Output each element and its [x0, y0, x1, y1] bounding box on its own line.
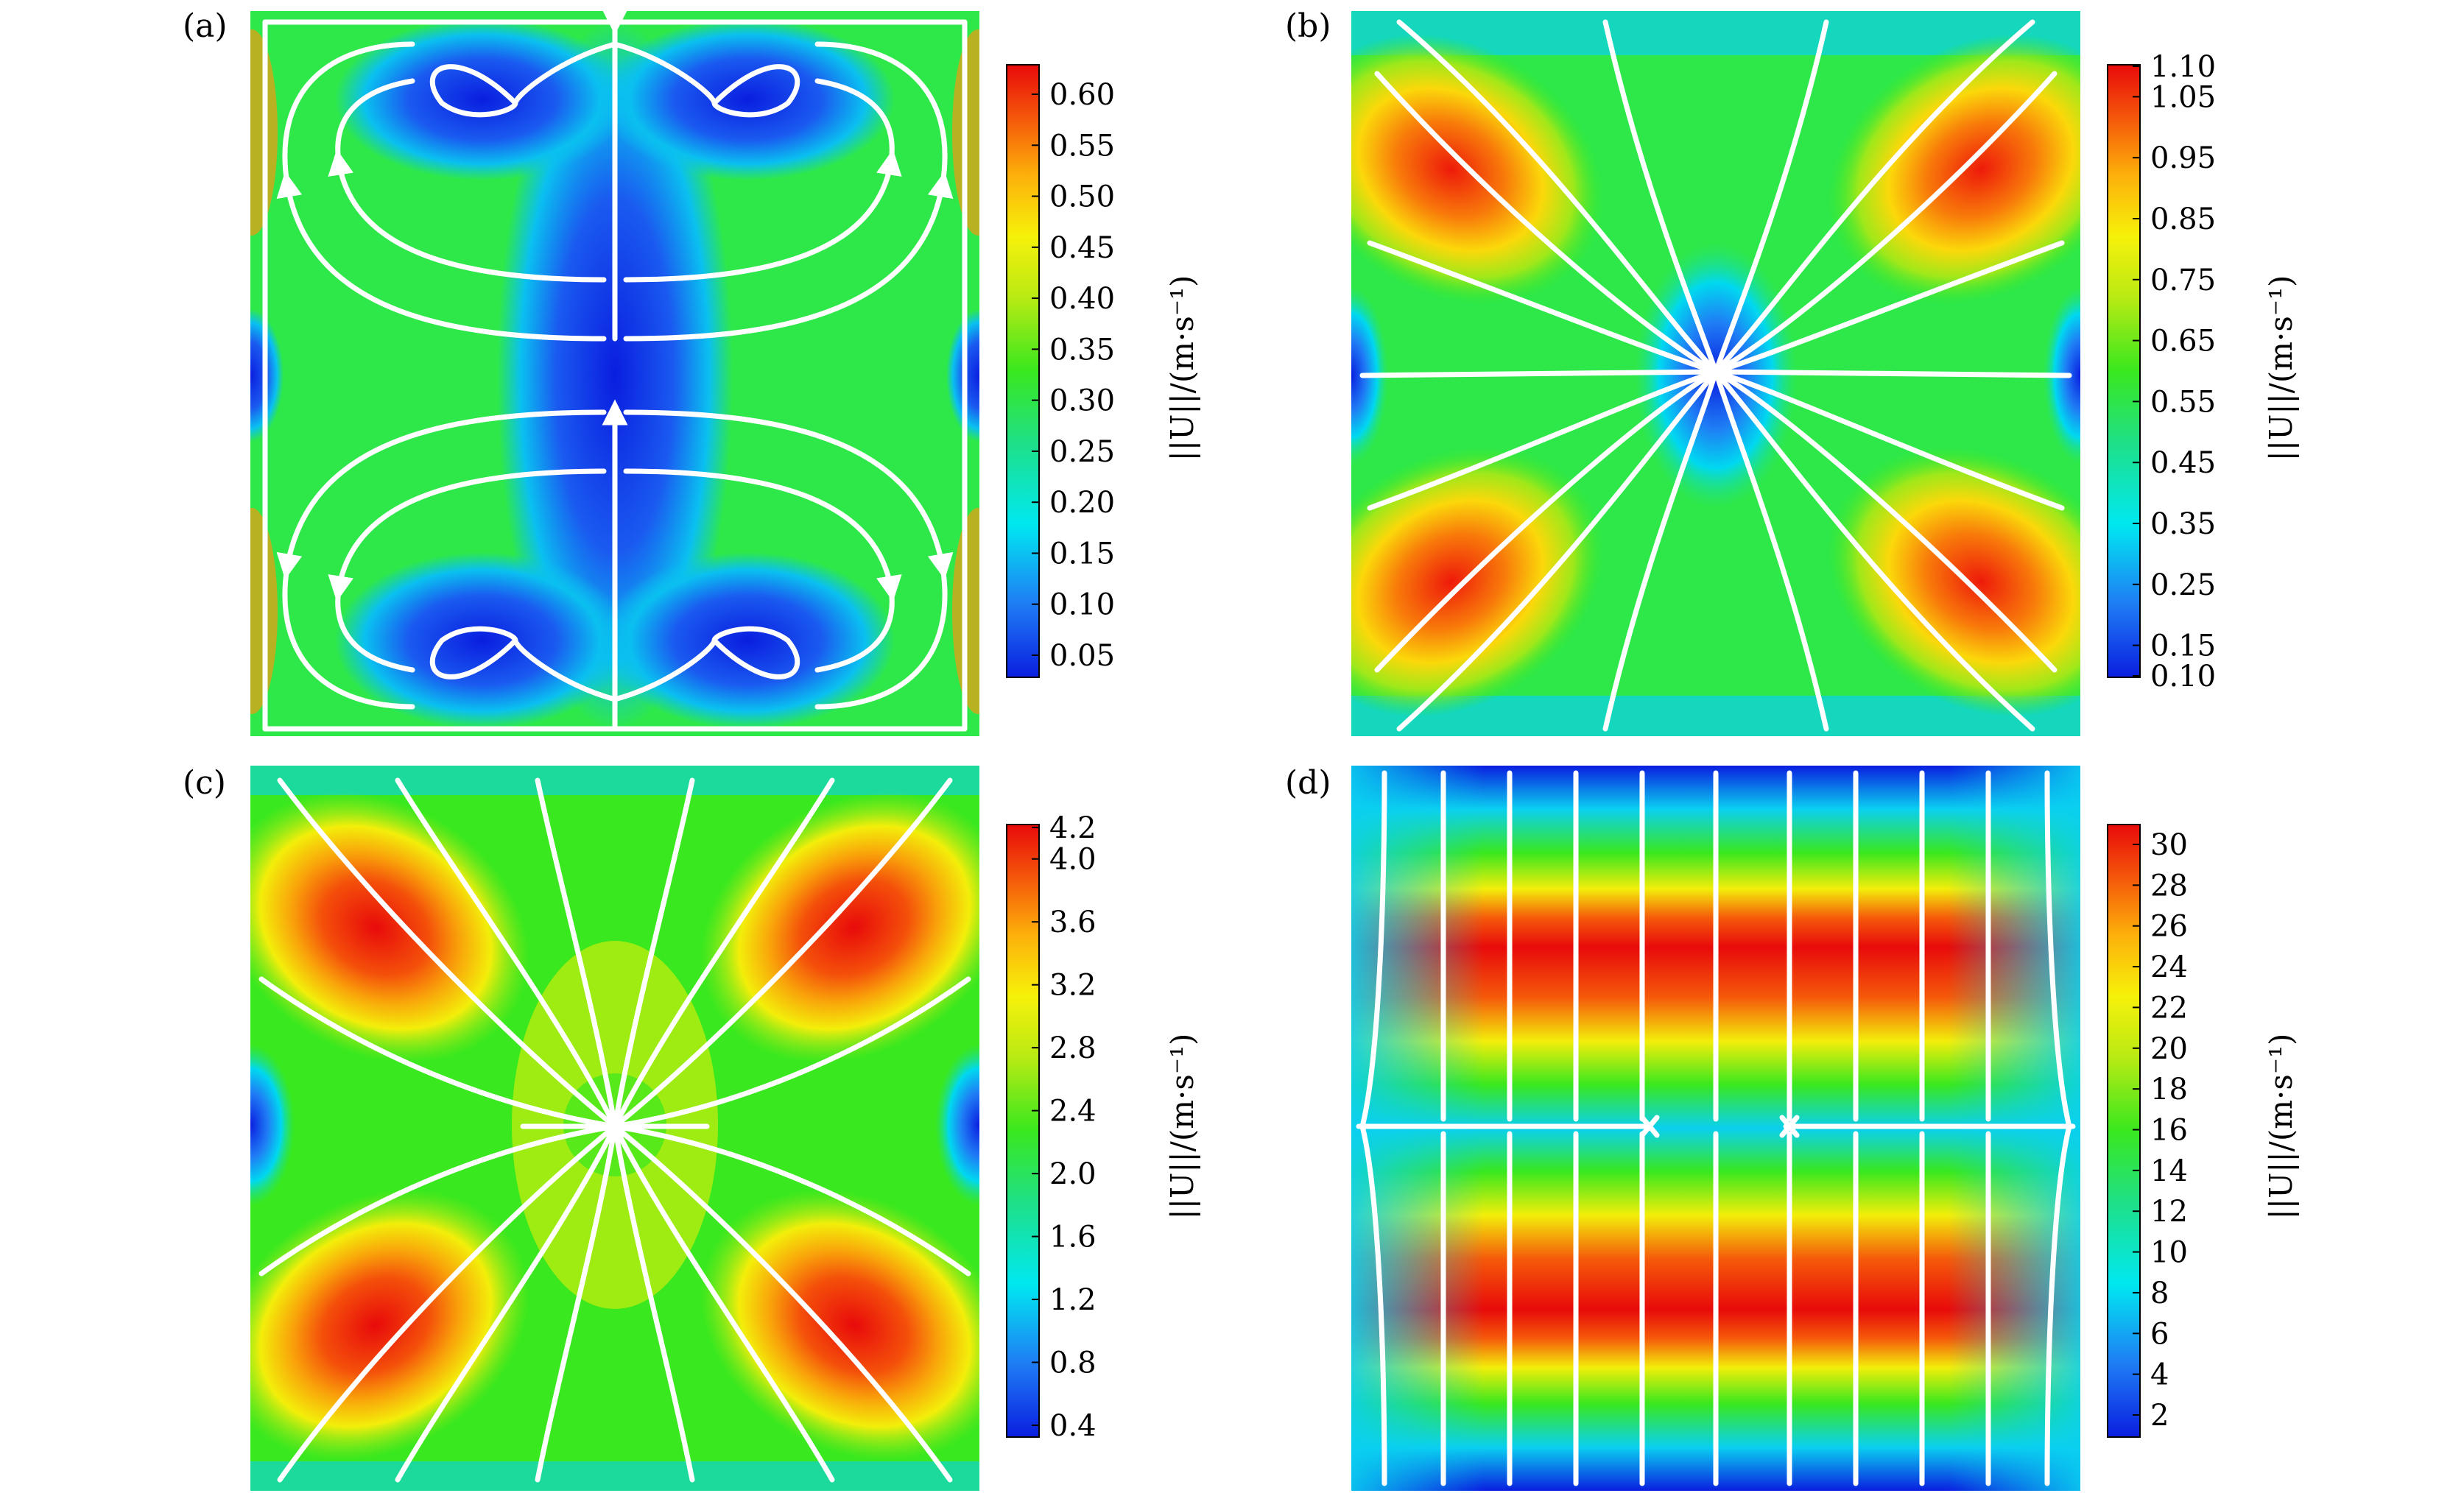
- colorbar-tick-label: 3.2: [1049, 969, 1097, 1003]
- colorbar-tick-label: 24: [2150, 950, 2188, 984]
- colorbar-tick-label: 0.10: [1049, 588, 1115, 622]
- colorbar-tick-label: 0.05: [1049, 639, 1115, 673]
- colorbar-tick-label: 6: [2150, 1317, 2169, 1351]
- colorbar-tick-label: 2.8: [1049, 1031, 1097, 1065]
- colorbar-tick-label: 2.4: [1049, 1095, 1097, 1129]
- colorbar-tick-label: 10: [2150, 1236, 2188, 1270]
- colorbar-tick-label: 12: [2150, 1195, 2188, 1229]
- colorbar-tick-label: 0.8: [1049, 1346, 1097, 1380]
- colorbar-tick-label: 2: [2150, 1399, 2169, 1433]
- colorbar-tick-label: 1.2: [1049, 1283, 1097, 1317]
- colorbar-label-b: ||U||/(m·s⁻¹): [2263, 275, 2299, 462]
- colorbar-tick-label: 0.25: [1049, 435, 1115, 469]
- panel-b: (b): [1285, 7, 2080, 736]
- colorbar-tick-label: 30: [2150, 828, 2188, 862]
- colorbar-tick-label: 1.10: [2150, 50, 2216, 84]
- colorbar-tick-label: 28: [2150, 869, 2188, 903]
- colorbar-tick-label: 0.4: [1049, 1409, 1097, 1443]
- streamlines-b: [1359, 19, 2072, 732]
- panel-label-b: (b): [1285, 7, 1331, 45]
- colorbar-tick-label: 14: [2150, 1154, 2188, 1188]
- panel-label-a: (a): [183, 7, 228, 45]
- panel-d: (d): [1285, 764, 2080, 1491]
- colorbar-tick-label: 0.45: [1049, 231, 1115, 265]
- colorbar-tick-label: 0.35: [1049, 333, 1115, 367]
- colorbar-tick-label: 0.65: [2150, 325, 2216, 359]
- colorbar-tick-label: 4.0: [1049, 843, 1097, 877]
- colorbar-tick-label: 22: [2150, 991, 2188, 1025]
- colorbar-label-a: ||U||/(m·s⁻¹): [1164, 275, 1200, 462]
- colorbar-tick-label: 0.45: [2150, 446, 2216, 480]
- colorbar-tick-label: 0.60: [1049, 78, 1115, 112]
- panel-label-d: (d): [1285, 764, 1331, 802]
- colorbar-tick-label: 4: [2150, 1358, 2169, 1392]
- colorbar-tick-label: 1.05: [2150, 80, 2216, 114]
- colorbar-tick-label: 8: [2150, 1277, 2169, 1310]
- colorbar-tick-label: 2.0: [1049, 1157, 1097, 1191]
- colorbar-tick-label: 26: [2150, 910, 2188, 944]
- colorbar-b: 0.100.15 0.25 0.35 0.45 0.55 0.65 0.75 0.85 0.95…: [2107, 50, 2299, 693]
- colorbar-tick-label: 16: [2150, 1114, 2188, 1148]
- colorbar-tick-label: 18: [2150, 1073, 2188, 1106]
- panel-label-c: (c): [183, 764, 226, 802]
- colorbar-tick-label: 0.30: [1049, 384, 1115, 418]
- streamlines-c: [258, 777, 971, 1483]
- colorbar-label-c: ||U||/(m·s⁻¹): [1164, 1034, 1200, 1220]
- colorbar-tick-label: 3.6: [1049, 906, 1097, 939]
- colorbar-a: 0.05 0.10 0.15 0.20 0.25 0.30 0.35 0.40 0.45 0.50…: [1006, 64, 1200, 678]
- colorbar-tick-label: 0.85: [2150, 202, 2216, 236]
- streamlines-d: [1356, 770, 2076, 1486]
- colorbar-tick-label: 0.75: [2150, 264, 2216, 297]
- colorbar-tick-label: 0.15: [1049, 537, 1115, 571]
- colorbar-label-d: ||U||/(m·s⁻¹): [2263, 1034, 2299, 1220]
- colorbar-tick-label: 0.10: [2150, 660, 2216, 693]
- colorbar-tick-label: 0.35: [2150, 507, 2216, 541]
- colorbar-tick-label: 0.40: [1049, 282, 1115, 316]
- streamlines-a: [262, 22, 968, 732]
- colorbar-tick-label: 20: [2150, 1032, 2188, 1066]
- colorbar-tick-label: 4.2: [1049, 811, 1097, 845]
- colorbar-tick-label: 0.55: [2150, 385, 2216, 419]
- panel-a: (a): [183, 7, 979, 736]
- colorbar-tick-label: 0.20: [1049, 486, 1115, 520]
- colorbar-tick-label: 0.25: [2150, 568, 2216, 602]
- colorbar-tick-label: 0.50: [1049, 180, 1115, 214]
- panel-c: (c): [183, 764, 979, 1491]
- colorbar-tick-label: 0.15: [2150, 629, 2216, 663]
- colorbar-tick-label: 0.95: [2150, 141, 2216, 175]
- colorbar-c: 0.4 0.8 1.2 1.6 2.0 2.4 2.8 3.2 3.6 4.04.2 ||U||/…: [1006, 811, 1200, 1443]
- colorbar-tick-label: 1.6: [1049, 1221, 1097, 1254]
- colorbar-tick-label: 0.55: [1049, 129, 1115, 163]
